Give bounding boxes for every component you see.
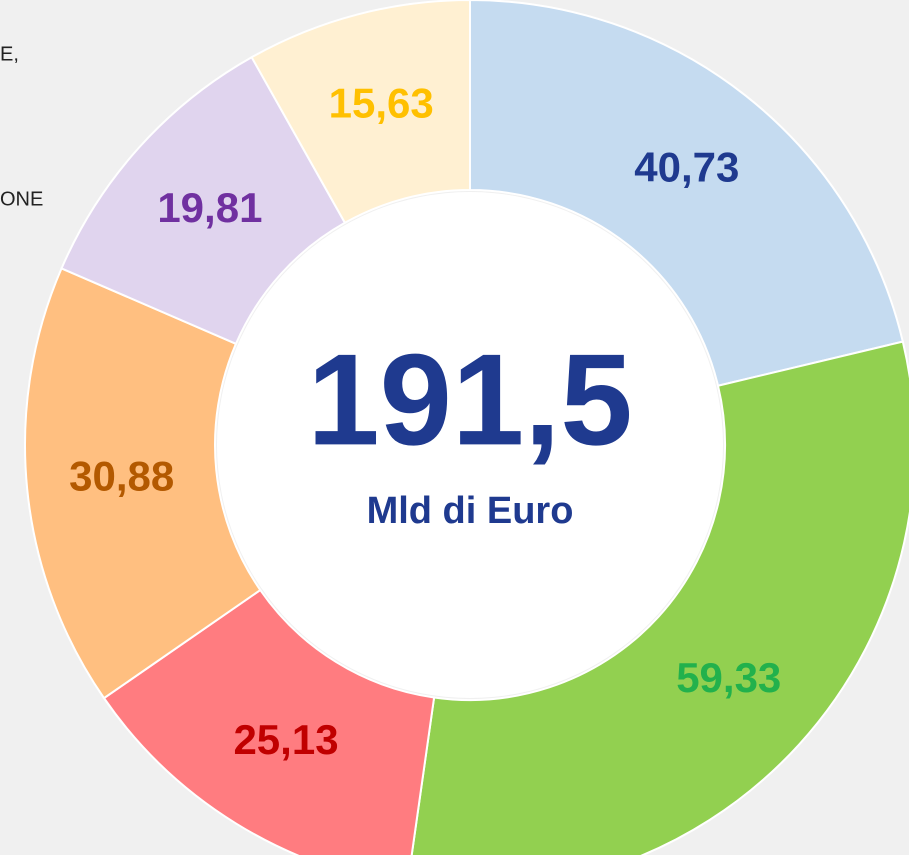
legend-fragment: ONE <box>0 188 43 210</box>
donut-slice <box>102 588 436 855</box>
value-label: 30,88 <box>69 453 174 500</box>
donut-hole <box>217 192 723 698</box>
donut-slice <box>410 340 909 855</box>
value-label: 40,73 <box>634 143 739 190</box>
center-value: 191,5 <box>307 326 632 472</box>
donut-slice <box>24 267 262 700</box>
donut-slice <box>469 0 905 387</box>
value-label: 59,33 <box>676 654 781 701</box>
value-label: 15,63 <box>329 80 434 127</box>
value-label: 25,13 <box>233 716 338 763</box>
value-label: 19,81 <box>157 184 262 231</box>
donut-slice <box>250 0 471 225</box>
legend-fragment: E, <box>0 43 19 65</box>
center-subtext: Mld di Euro <box>367 490 574 532</box>
